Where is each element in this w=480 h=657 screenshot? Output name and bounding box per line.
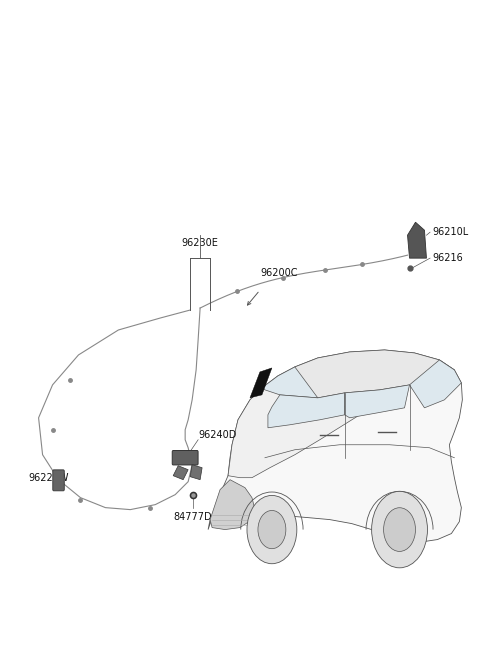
Polygon shape	[262, 367, 318, 398]
Text: 84777D: 84777D	[174, 512, 213, 522]
Polygon shape	[409, 360, 461, 408]
Text: 96210L: 96210L	[432, 227, 468, 237]
Text: 96216: 96216	[432, 253, 463, 263]
Polygon shape	[250, 368, 272, 398]
Polygon shape	[208, 350, 462, 543]
Polygon shape	[280, 350, 455, 400]
Circle shape	[247, 495, 297, 564]
Circle shape	[372, 491, 428, 568]
FancyBboxPatch shape	[53, 470, 64, 491]
Text: 96200C: 96200C	[260, 268, 298, 278]
Text: 96240D: 96240D	[198, 430, 237, 440]
Polygon shape	[345, 385, 409, 418]
Text: 96220W: 96220W	[29, 472, 69, 483]
Polygon shape	[268, 393, 345, 428]
Polygon shape	[190, 464, 202, 480]
Polygon shape	[210, 480, 255, 530]
Circle shape	[258, 510, 286, 549]
FancyBboxPatch shape	[172, 451, 198, 465]
Polygon shape	[173, 466, 188, 480]
Circle shape	[384, 508, 416, 551]
Polygon shape	[228, 388, 365, 478]
Text: 96230E: 96230E	[181, 238, 218, 248]
Polygon shape	[408, 222, 426, 258]
